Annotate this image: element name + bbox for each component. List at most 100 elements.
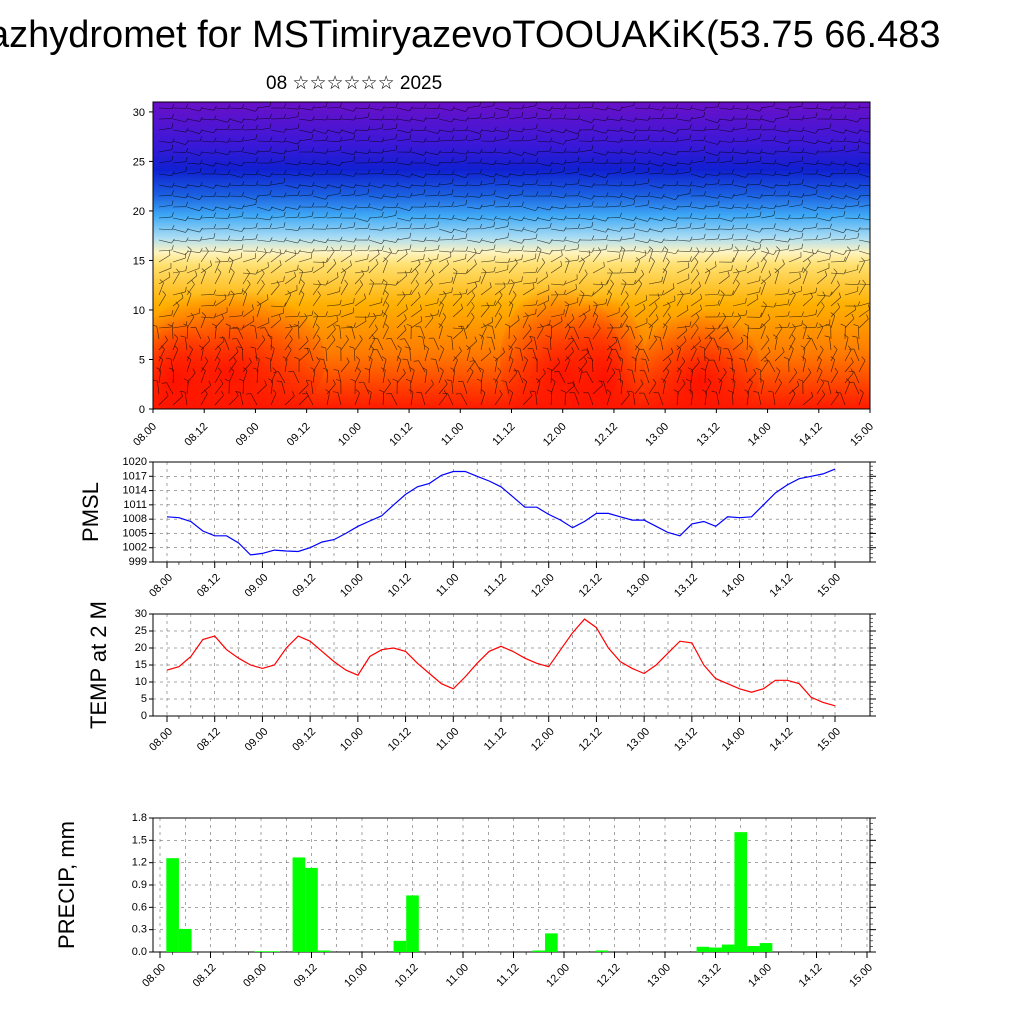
precip-bar: [305, 867, 318, 952]
wind-barb: [466, 138, 480, 142]
wind-barb: [536, 140, 550, 143]
wind-barb-flag: [221, 336, 225, 341]
wind-barb-flag: [381, 183, 385, 189]
wind-barb: [466, 206, 480, 210]
wind-barb-flag: [339, 236, 343, 242]
wind-barb-flag: [619, 126, 623, 132]
wind-barb-flag: [379, 389, 384, 393]
wind-barb-flag: [773, 302, 777, 308]
wind-barb: [382, 162, 396, 164]
wind-barb: [438, 394, 447, 406]
wind-barb-flag: [572, 380, 575, 386]
wind-barb-flag: [480, 389, 486, 393]
wind-barb: [466, 361, 476, 373]
wind-barb-flag: [815, 112, 818, 118]
wind-barb: [788, 325, 802, 329]
wind-barb: [508, 239, 522, 244]
wind-barb-flag: [872, 200, 873, 205]
x-tick-label: 13.12: [672, 726, 700, 754]
wind-barb: [690, 139, 704, 142]
wind-barb-flag: [591, 157, 594, 163]
wind-barb-flag: [547, 389, 552, 393]
wind-barb-flag: [367, 235, 371, 241]
wind-barb: [522, 228, 536, 233]
wind-barb: [452, 107, 466, 112]
wind-barb-flag: [776, 367, 781, 372]
wind-barb-flag: [423, 214, 427, 219]
wind-barb: [522, 304, 536, 307]
wind-barb: [200, 107, 214, 111]
wind-barb: [732, 206, 746, 209]
wind-barb: [410, 250, 424, 252]
wind-barb-flag: [619, 322, 623, 328]
wind-barb: [284, 339, 293, 351]
wind-barb-flag: [420, 316, 423, 322]
wind-barb: [746, 160, 760, 164]
wind-barb-flag: [761, 279, 766, 284]
wind-barb-flag: [339, 169, 343, 175]
wind-barb: [354, 339, 363, 351]
wind-barb: [662, 217, 676, 222]
wind-barb-flag: [857, 104, 861, 110]
precip-bar: [545, 933, 558, 952]
wind-barb: [256, 217, 270, 221]
wind-barb: [648, 382, 657, 395]
x-tick-label: 12.00: [544, 962, 572, 990]
wind-barb: [494, 162, 508, 166]
wind-barb: [760, 206, 774, 210]
grid: [153, 613, 870, 717]
wind-barb-flag: [442, 312, 447, 318]
wind-barb-flag: [261, 280, 265, 285]
wind-barb: [718, 372, 727, 384]
x-tick-label: 14.00: [720, 572, 748, 600]
wind-barb-flag: [872, 102, 873, 107]
wind-barb: [858, 392, 864, 406]
wind-barb: [284, 316, 298, 318]
wind-barb: [382, 283, 396, 286]
wind-barb: [774, 150, 788, 153]
wind-barb-flag: [420, 304, 422, 310]
wind-barb-flag: [561, 316, 563, 322]
wind-barb: [592, 228, 606, 233]
wind-barb-flag: [297, 238, 301, 244]
wind-barb: [704, 359, 709, 373]
wind-barb-flag: [872, 216, 875, 220]
wind-barb: [788, 277, 801, 285]
wind-barb-flag: [459, 291, 463, 297]
wind-barb-flag: [293, 324, 299, 327]
wind-barb: [564, 302, 578, 307]
wind-barb: [438, 281, 452, 285]
wind-barb: [634, 274, 644, 285]
wind-barb-flag: [405, 249, 408, 255]
wind-barb-flag: [762, 301, 767, 306]
wind-barb-flag: [541, 258, 546, 263]
wind-barb: [746, 138, 760, 142]
wind-barb-flag: [610, 279, 614, 284]
wind-barb: [508, 359, 514, 373]
wind-barb: [354, 270, 368, 274]
wind-barb-flag: [767, 314, 771, 319]
wind-barb: [690, 184, 704, 188]
wind-barb: [396, 372, 406, 384]
wind-barb-flag: [535, 277, 538, 283]
wind-barb: [424, 258, 438, 263]
wind-barb-flag: [368, 356, 373, 360]
wind-barb: [424, 173, 438, 176]
wind-barb-flag: [185, 193, 189, 198]
wind-barb: [788, 385, 800, 395]
wind-barb: [466, 286, 478, 296]
wind-barb-flag: [759, 133, 761, 139]
wind-barb-flag: [423, 246, 427, 252]
wind-barb-flag: [186, 356, 191, 360]
wind-barb-flag: [647, 238, 651, 243]
wind-barb-flag: [450, 367, 455, 371]
wind-barb: [802, 326, 807, 340]
wind-barb-flag: [264, 380, 267, 386]
wind-barb-flag: [318, 358, 324, 360]
wind-barb: [788, 348, 794, 362]
wind-barb-flag: [493, 102, 495, 106]
wind-barb-flag: [227, 169, 231, 175]
wind-barb-flag: [180, 391, 183, 397]
wind-barb-flag: [386, 393, 392, 395]
wind-barb: [410, 151, 424, 156]
